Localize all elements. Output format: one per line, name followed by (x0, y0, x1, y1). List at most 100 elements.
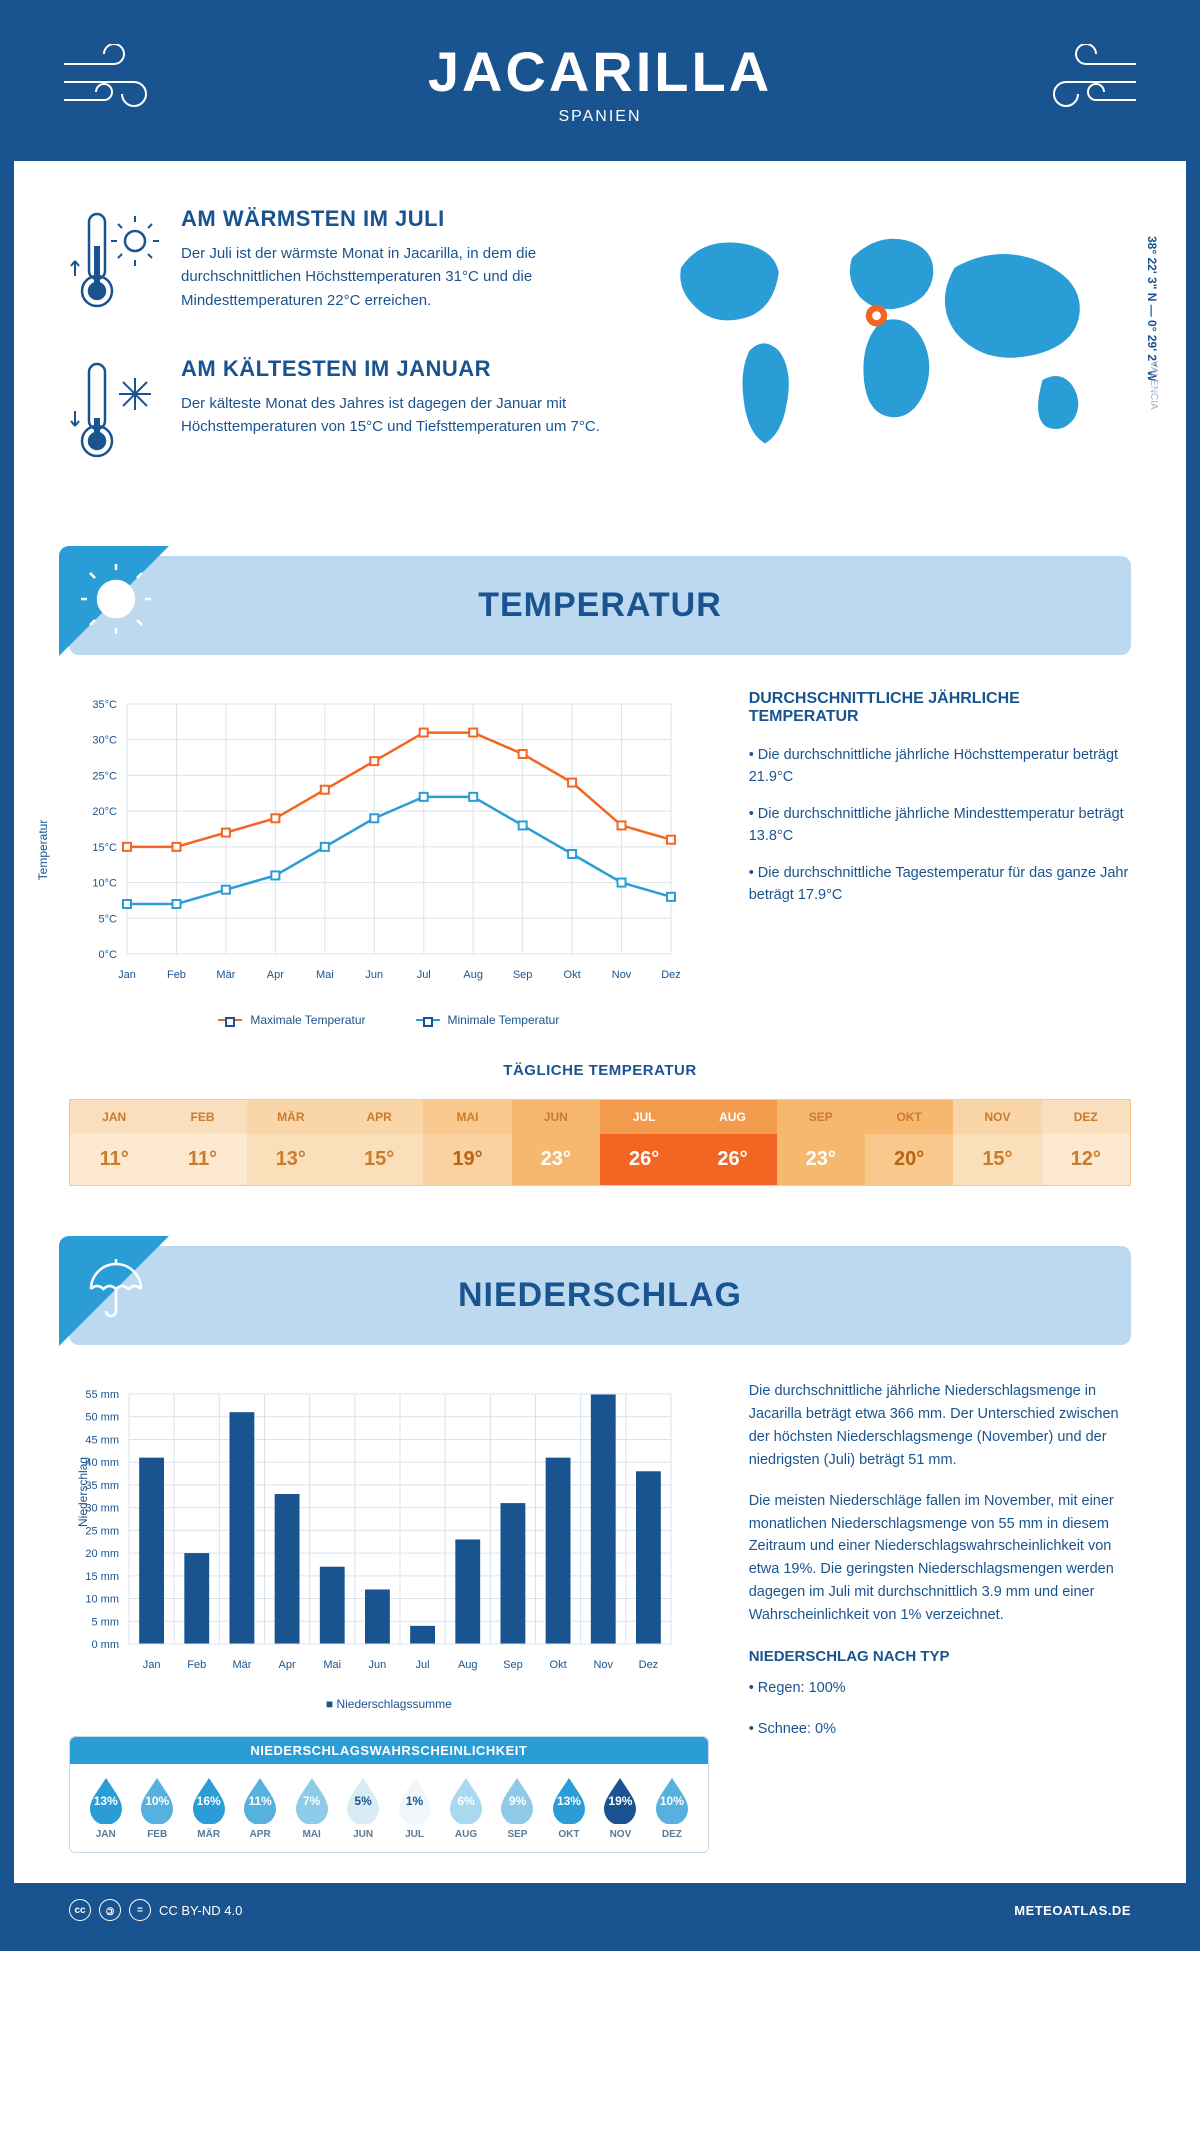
svg-text:15°C: 15°C (92, 842, 117, 854)
temp-cell: FEB11° (158, 1100, 246, 1185)
temp-cell: JUN23° (512, 1100, 600, 1185)
probability-drop: 10%FEB (131, 1776, 182, 1840)
cc-icon: cc (69, 1899, 91, 1921)
probability-drop: 16%MÄR (183, 1776, 234, 1840)
intro-section: AM WÄRMSTEN IM JULI Der Juli ist der wär… (14, 161, 1186, 536)
svg-text:25 mm: 25 mm (85, 1525, 119, 1537)
svg-text:Dez: Dez (639, 1659, 659, 1671)
probability-drop: 6%AUG (440, 1776, 491, 1840)
temp-bullet-2: • Die durchschnittliche jährliche Mindes… (749, 803, 1131, 848)
warmest-text: Der Juli ist der wärmste Monat in Jacari… (181, 242, 602, 312)
precipitation-heading: NIEDERSCHLAG (458, 1276, 742, 1314)
svg-text:Dez: Dez (661, 969, 681, 981)
probability-drop: 5%JUN (337, 1776, 388, 1840)
temp-cell: DEZ12° (1042, 1100, 1130, 1185)
svg-text:50 mm: 50 mm (85, 1412, 119, 1424)
precipitation-banner: NIEDERSCHLAG (69, 1246, 1131, 1345)
probability-drop: 11%APR (234, 1776, 285, 1840)
svg-text:Apr: Apr (279, 1659, 296, 1671)
temp-cell: AUG26° (688, 1100, 776, 1185)
svg-text:20 mm: 20 mm (85, 1548, 119, 1560)
probability-drop: 7%MAI (286, 1776, 337, 1840)
svg-text:35°C: 35°C (92, 699, 117, 711)
license-text: CC BY-ND 4.0 (159, 1903, 242, 1918)
wind-icon-left (54, 44, 164, 119)
footer: cc 🄯 = CC BY-ND 4.0 METEOATLAS.DE (14, 1883, 1186, 1937)
svg-text:25°C: 25°C (92, 770, 117, 782)
temperature-summary: DURCHSCHNITTLICHE JÄHRLICHE TEMPERATUR •… (749, 690, 1131, 1027)
svg-text:Okt: Okt (564, 969, 581, 981)
svg-text:Aug: Aug (458, 1659, 478, 1671)
svg-text:40 mm: 40 mm (85, 1457, 119, 1469)
svg-text:Feb: Feb (167, 969, 186, 981)
svg-text:Nov: Nov (612, 969, 632, 981)
temp-bullet-1: • Die durchschnittliche jährliche Höchst… (749, 744, 1131, 789)
wind-icon-right (1036, 44, 1146, 119)
thermometer-cold-icon (69, 356, 159, 471)
precip-legend: Niederschlagssumme (69, 1697, 709, 1711)
svg-text:Jun: Jun (365, 969, 383, 981)
probability-drop: 1%JUL (389, 1776, 440, 1840)
probability-drop: 13%JAN (80, 1776, 131, 1840)
svg-text:15 mm: 15 mm (85, 1571, 119, 1583)
country-subtitle: SPANIEN (14, 108, 1186, 126)
daily-temp-heading: TÄGLICHE TEMPERATUR (69, 1062, 1131, 1079)
svg-text:Jul: Jul (416, 1659, 430, 1671)
coldest-block: AM KÄLTESTEN IM JANUAR Der kälteste Mona… (69, 356, 602, 471)
warmest-heading: AM WÄRMSTEN IM JULI (181, 206, 602, 232)
svg-text:Feb: Feb (187, 1659, 206, 1671)
by-icon: 🄯 (99, 1899, 121, 1921)
precipitation-bar-chart: Niederschlag 0 mm5 mm10 mm15 mm20 mm25 m… (69, 1380, 709, 1685)
coldest-text: Der kälteste Monat des Jahres ist dagege… (181, 392, 602, 439)
svg-text:10 mm: 10 mm (85, 1594, 119, 1606)
temp-legend: Maximale Temperatur Minimale Temperatur (69, 1013, 709, 1027)
coldest-heading: AM KÄLTESTEN IM JANUAR (181, 356, 602, 382)
sun-icon (81, 564, 151, 643)
svg-text:Jun: Jun (369, 1659, 387, 1671)
thermometer-hot-icon (69, 206, 159, 321)
svg-text:Mär: Mär (216, 969, 235, 981)
svg-text:55 mm: 55 mm (85, 1389, 119, 1401)
temp-bullet-3: • Die durchschnittliche Tagestemperatur … (749, 862, 1131, 907)
svg-text:45 mm: 45 mm (85, 1434, 119, 1446)
svg-text:20°C: 20°C (92, 806, 117, 818)
svg-text:10°C: 10°C (92, 878, 117, 890)
svg-text:Okt: Okt (550, 1659, 567, 1671)
svg-text:30 mm: 30 mm (85, 1503, 119, 1515)
temperature-line-chart: Temperatur 0°C5°C10°C15°C20°C25°C30°C35°… (69, 690, 709, 1027)
temp-cell: MÄR13° (247, 1100, 335, 1185)
svg-text:5°C: 5°C (99, 913, 118, 925)
svg-text:Apr: Apr (267, 969, 284, 981)
precipitation-probability: NIEDERSCHLAGSWAHRSCHEINLICHKEIT 13%JAN10… (69, 1736, 709, 1853)
temp-cell: MAI19° (423, 1100, 511, 1185)
nd-icon: = (129, 1899, 151, 1921)
svg-text:Mär: Mär (232, 1659, 251, 1671)
precipitation-summary: Die durchschnittliche jährliche Niedersc… (749, 1380, 1131, 1853)
page-title: JACARILLA (14, 39, 1186, 104)
precip-p1: Die durchschnittliche jährliche Niedersc… (749, 1380, 1131, 1472)
world-map: 38° 22' 3" N — 0° 29' 2" W VALENCIA (642, 206, 1131, 506)
temperature-heading: TEMPERATUR (478, 586, 722, 624)
temp-cell: SEP23° (777, 1100, 865, 1185)
temp-y-axis-label: Temperatur (36, 819, 50, 880)
temp-cell: OKT20° (865, 1100, 953, 1185)
site-name: METEOATLAS.DE (1014, 1903, 1131, 1918)
temp-cell: APR15° (335, 1100, 423, 1185)
svg-text:Jul: Jul (417, 969, 431, 981)
svg-text:Sep: Sep (503, 1659, 523, 1671)
svg-text:0°C: 0°C (99, 949, 118, 961)
svg-text:35 mm: 35 mm (85, 1480, 119, 1492)
precip-type-1: • Regen: 100% (749, 1677, 1131, 1700)
legend-min: Minimale Temperatur (448, 1013, 560, 1027)
coordinates: 38° 22' 3" N — 0° 29' 2" W (1145, 236, 1159, 381)
umbrella-icon (81, 1254, 151, 1333)
svg-text:Jan: Jan (143, 1659, 161, 1671)
temp-cell: NOV15° (953, 1100, 1041, 1185)
daily-temperature-table: TÄGLICHE TEMPERATUR JAN11°FEB11°MÄR13°AP… (14, 1052, 1186, 1226)
legend-max: Maximale Temperatur (250, 1013, 365, 1027)
svg-text:0 mm: 0 mm (92, 1639, 120, 1651)
svg-text:Nov: Nov (593, 1659, 613, 1671)
precip-type-heading: NIEDERSCHLAG NACH TYP (749, 1645, 1131, 1669)
svg-text:Jan: Jan (118, 969, 136, 981)
svg-text:Sep: Sep (513, 969, 533, 981)
